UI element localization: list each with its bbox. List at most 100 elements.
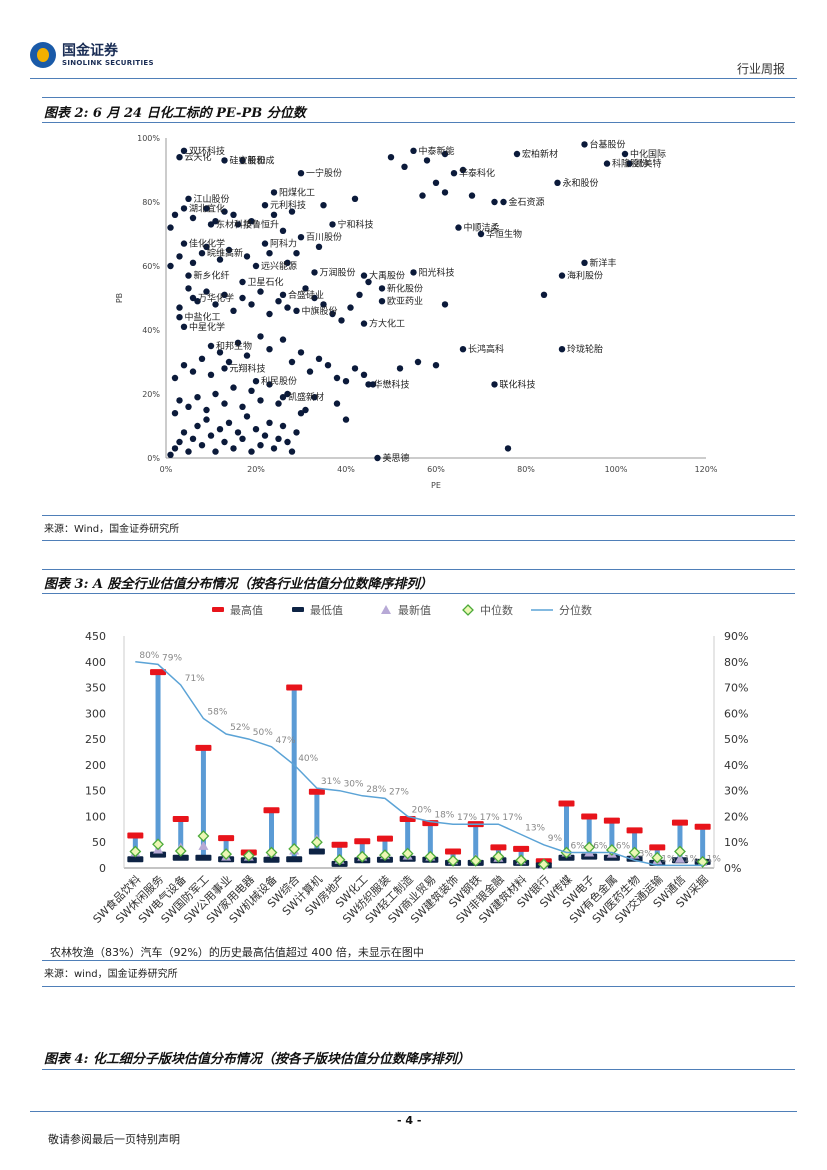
fig2-data-point: [239, 435, 246, 442]
fig2-point-label: 大禹股份: [369, 270, 405, 282]
fig3-max-marker: [218, 835, 235, 842]
fig2-data-point: [203, 205, 210, 212]
fig2-data-point: [275, 400, 282, 407]
fig3-left-tick: 200: [85, 759, 106, 772]
fig2-point-label: 宏柏新材: [522, 148, 558, 160]
fig2-data-point: [207, 371, 215, 378]
fig2-data-point: [311, 269, 318, 276]
fig4-title: 图表 4: 化工细分子版块估值分布情况（按各子版块估值分位数降序排列）: [44, 1052, 470, 1067]
fig2-data-point: [315, 355, 323, 362]
fig3-quantile-label: 50%: [253, 728, 273, 738]
fig3-right-tick: 10%: [724, 836, 748, 849]
fig2-point-label: 凯美特: [635, 158, 662, 170]
fig2-data-point: [234, 339, 242, 346]
fig2-data-point: [189, 259, 197, 266]
fig2-data-point: [351, 195, 359, 202]
fig3-range-bar: [700, 826, 706, 862]
fig2-point-label: 联化科技: [500, 378, 536, 390]
fig2-point-label: 华泰科化: [459, 167, 495, 179]
fig2-data-point: [257, 333, 264, 340]
fig2-data-point: [468, 192, 476, 199]
fig2-data-point: [293, 250, 300, 257]
fig2-data-point: [189, 214, 197, 222]
fig2-point-label: 永和股份: [563, 177, 599, 189]
fig2-data-point: [171, 211, 179, 218]
fig2-point-label: 云天化: [185, 151, 212, 163]
fig2-data-point: [297, 349, 305, 356]
fig2-data-point: [239, 294, 246, 302]
fig2-y-tick: 0%: [147, 454, 160, 463]
fig2-data-point: [198, 442, 206, 449]
fig2-data-point: [414, 358, 422, 366]
fig2-data-point: [171, 374, 179, 382]
fig2-data-point: [320, 301, 327, 308]
fig2-data-point: [266, 310, 273, 318]
fig2-data-point: [311, 294, 318, 302]
fig3-quantile-label: 71%: [185, 674, 205, 684]
logo-text-en: SINOLINK SECURITIES: [62, 58, 154, 67]
fig3-min-marker: [308, 848, 325, 855]
fig3-quantile-label: 31%: [321, 777, 341, 787]
fig3-valuation-chart: 最高值 最低值 最新值 中位数 分位数 0 50 100 150 200 250 300 350 400…: [85, 603, 748, 926]
fig2-data-point: [212, 301, 219, 308]
fig2-data-point: [216, 256, 224, 263]
footer-disclaimer: 敬请参阅最后一页特别声明: [48, 1133, 180, 1146]
fig2-data-point: [288, 448, 296, 455]
fig2-data-point: [266, 250, 273, 257]
fig3-quantile-label: 17%: [457, 813, 477, 823]
fig2-data-point: [324, 362, 332, 369]
fig2-point-label: 中顺洁柔: [464, 222, 500, 234]
fig2-data-point: [203, 288, 210, 295]
fig2-data-point: [333, 400, 341, 407]
fig2-data-point: [212, 390, 219, 398]
fig2-data-point: [257, 288, 264, 295]
fig2-data-point: [261, 432, 269, 439]
fig2-data-point: [176, 304, 183, 311]
fig2-y-tick: 80%: [142, 198, 160, 207]
fig3-min-marker: [195, 854, 212, 861]
fig2-data-point: [477, 230, 485, 238]
fig2-data-point: [284, 304, 291, 311]
fig3-range-bar: [359, 841, 365, 861]
fig2-data-point: [221, 157, 228, 164]
fig3-median-marker: [696, 855, 709, 868]
fig2-y-tick: 20%: [142, 390, 160, 399]
fig2-data-point: [167, 224, 174, 231]
fig2-data-point: [378, 285, 386, 292]
fig3-range-bar: [405, 819, 411, 859]
fig2-data-point: [176, 314, 183, 321]
fig2-data-point: [315, 243, 323, 250]
fig2-data-point: [185, 272, 192, 279]
fig3-min-marker: [172, 854, 189, 861]
legend-label: 最低值: [310, 604, 343, 617]
fig2-data-point: [230, 445, 237, 452]
fig2-data-point: [221, 208, 228, 215]
fig3-source: 来源：wind，国金证券研究所: [44, 969, 178, 980]
fig2-y-tick: 100%: [137, 134, 160, 143]
fig2-point-label: 宁和科技: [338, 218, 374, 230]
fig2-data-point: [248, 448, 255, 455]
fig2-point-label: 和邦生物: [216, 340, 252, 352]
fig2-data-point: [288, 208, 296, 215]
fig2-point-label: 阳煤化工: [279, 186, 315, 198]
legend-label: 分位数: [559, 603, 592, 617]
fig2-point-label: 中泰新能: [419, 145, 455, 157]
fig2-point-label: 远兴能源: [261, 260, 297, 272]
fig3-median-marker: [242, 849, 255, 862]
fig2-data-point: [279, 336, 287, 343]
fig2-data-point: [459, 166, 467, 174]
fig2-data-point: [621, 150, 629, 158]
footer-divider: [30, 1111, 797, 1112]
fig2-data-point: [266, 419, 273, 426]
fig2-data-point: [257, 397, 264, 404]
fig2-data-point: [342, 416, 350, 423]
fig3-latest-marker: [198, 840, 209, 850]
fig2-data-point: [185, 285, 192, 292]
fig2-source-rule: [42, 540, 795, 541]
fig2-data-point: [230, 384, 237, 391]
fig3-median-marker: [605, 844, 618, 856]
fig3-range-bar: [632, 830, 638, 859]
fig3-range-bar: [677, 822, 683, 861]
fig2-data-point: [603, 160, 611, 167]
fig2-data-point: [284, 390, 291, 398]
